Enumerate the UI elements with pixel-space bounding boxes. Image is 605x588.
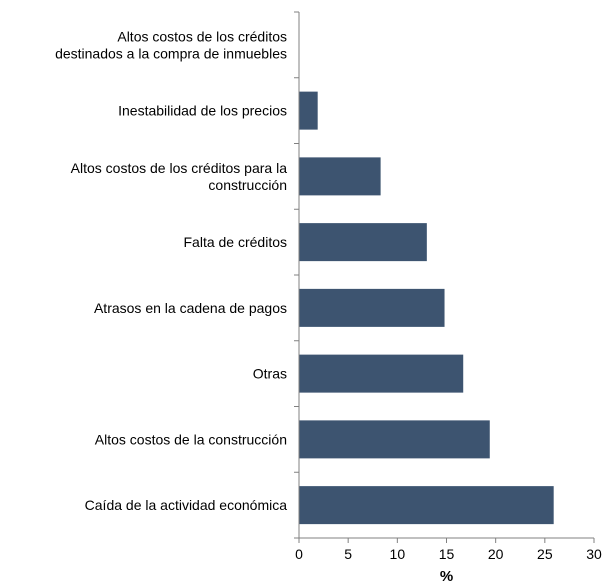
bar <box>299 354 464 393</box>
category-label-line: destinados a la compra de inmuebles <box>55 45 287 61</box>
category-label: Altos costos de los créditos destinados a… <box>55 28 287 61</box>
category-label: Altos costos de los créditos para la cons… <box>71 160 288 193</box>
category-label: Altos costos de la construcción <box>95 431 287 447</box>
x-tick-label: 20 <box>488 546 504 562</box>
x-tick-label: 25 <box>537 546 553 562</box>
category-label: Otras <box>253 366 287 382</box>
category-label: Falta de créditos <box>184 234 288 250</box>
bar <box>299 486 554 525</box>
bars-group <box>299 91 554 525</box>
category-label: Caída de la actividad económica <box>85 497 288 513</box>
category-label: Inestabilidad de los precios <box>118 103 287 119</box>
x-tick-label: 10 <box>390 546 406 562</box>
category-label-line: Otras <box>253 366 287 382</box>
bar <box>299 288 445 327</box>
bar <box>299 223 427 262</box>
bar <box>299 420 490 459</box>
category-labels-group: Altos costos de los créditos destinados a… <box>55 28 287 513</box>
category-label-line: Altos costos de los créditos para la <box>71 160 288 176</box>
x-tick-label: 0 <box>295 546 303 562</box>
category-label-line: Inestabilidad de los precios <box>118 103 287 119</box>
category-label-line: Altos costos de la construcción <box>95 431 287 447</box>
axes-group: 0 5 10 15 20 25 30 <box>294 11 602 562</box>
category-label-line: Altos costos de los créditos <box>117 28 287 44</box>
bar <box>299 91 318 130</box>
x-tick-label: 15 <box>439 546 455 562</box>
category-label-line: Atrasos en la cadena de pagos <box>94 300 287 316</box>
x-tick-label: 30 <box>586 546 602 562</box>
category-label: Atrasos en la cadena de pagos <box>94 300 287 316</box>
bar <box>299 157 381 196</box>
x-axis-title: % <box>440 568 453 585</box>
category-label-line: Caída de la actividad económica <box>85 497 288 513</box>
category-label-line: construcción <box>208 177 287 193</box>
category-label-line: Falta de créditos <box>184 234 288 250</box>
x-tick-label: 5 <box>344 546 352 562</box>
